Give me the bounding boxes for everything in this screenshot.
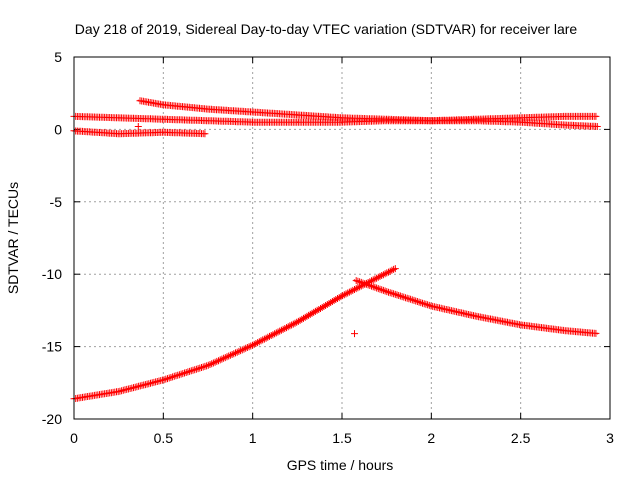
series-sat-b	[70, 127, 209, 138]
data-point	[385, 290, 388, 293]
data-point	[341, 117, 343, 119]
x-tick-label: 1.5	[332, 430, 352, 446]
data-point	[385, 118, 388, 121]
y-axis-label: SDTVAR / TECUs	[5, 182, 21, 294]
data-point	[341, 295, 343, 297]
data-point	[117, 117, 120, 119]
chart-title: Day 218 of 2019, Sidereal Day-to-day VTE…	[75, 21, 578, 37]
x-tick-label: 1	[249, 430, 257, 446]
y-tick-label: -5	[50, 194, 63, 210]
plot-frame	[73, 56, 611, 420]
x-tick-label: 3	[606, 430, 614, 446]
data-point	[162, 379, 165, 381]
data-point	[207, 108, 209, 110]
series-sat-d	[70, 265, 399, 403]
data-point	[430, 305, 433, 307]
data-point	[519, 117, 522, 119]
y-tick-label: -10	[42, 266, 62, 282]
data-point	[564, 124, 567, 126]
series-sat-c	[134, 97, 601, 130]
data-point	[251, 344, 254, 346]
data-point	[353, 279, 356, 281]
data-point	[162, 131, 165, 134]
grid-lines	[74, 57, 610, 419]
data-point	[519, 324, 522, 326]
x-axis-label: GPS time / hours	[287, 457, 394, 473]
series-marks	[70, 127, 209, 138]
data-point	[596, 332, 599, 335]
data-point	[162, 118, 165, 121]
x-tick-labels: 0 0.5 1 1.5 2 2.5 3	[70, 430, 614, 446]
series-marks	[351, 277, 600, 338]
x-tick-label: 0	[70, 430, 78, 446]
data-point	[117, 132, 120, 135]
series-marks	[70, 112, 600, 126]
data-series	[70, 97, 601, 403]
data-point	[207, 119, 209, 122]
data-point	[296, 121, 299, 123]
data-point	[596, 125, 599, 128]
y-tick-label: -20	[42, 411, 62, 427]
data-point	[162, 103, 165, 106]
y-tick-label: 5	[54, 49, 62, 65]
data-point	[519, 121, 522, 123]
series-sat-a	[70, 112, 600, 126]
data-point	[205, 132, 208, 135]
data-point	[475, 119, 477, 122]
x-tick-label: 0.5	[154, 430, 174, 446]
y-tick-labels: -20 -15 -10 -5 0 5	[42, 49, 62, 427]
data-point	[564, 329, 567, 332]
data-point	[564, 115, 567, 118]
data-point	[251, 111, 254, 113]
data-point	[394, 267, 397, 270]
series-sat-e	[351, 277, 600, 338]
series-marks	[70, 265, 399, 403]
data-point	[117, 390, 120, 393]
data-point	[137, 99, 140, 102]
data-point	[251, 121, 254, 123]
data-point	[430, 119, 433, 122]
y-tick-label: 0	[54, 121, 62, 137]
data-point	[475, 315, 477, 317]
data-point	[341, 121, 343, 123]
data-point	[296, 321, 299, 323]
data-point	[207, 364, 209, 367]
x-tick-label: 2	[427, 430, 435, 446]
data-point	[296, 114, 299, 116]
y-tick-label: -15	[42, 339, 62, 355]
series-marks	[134, 97, 601, 130]
x-tick-label: 2.5	[511, 430, 531, 446]
data-point	[596, 115, 599, 118]
